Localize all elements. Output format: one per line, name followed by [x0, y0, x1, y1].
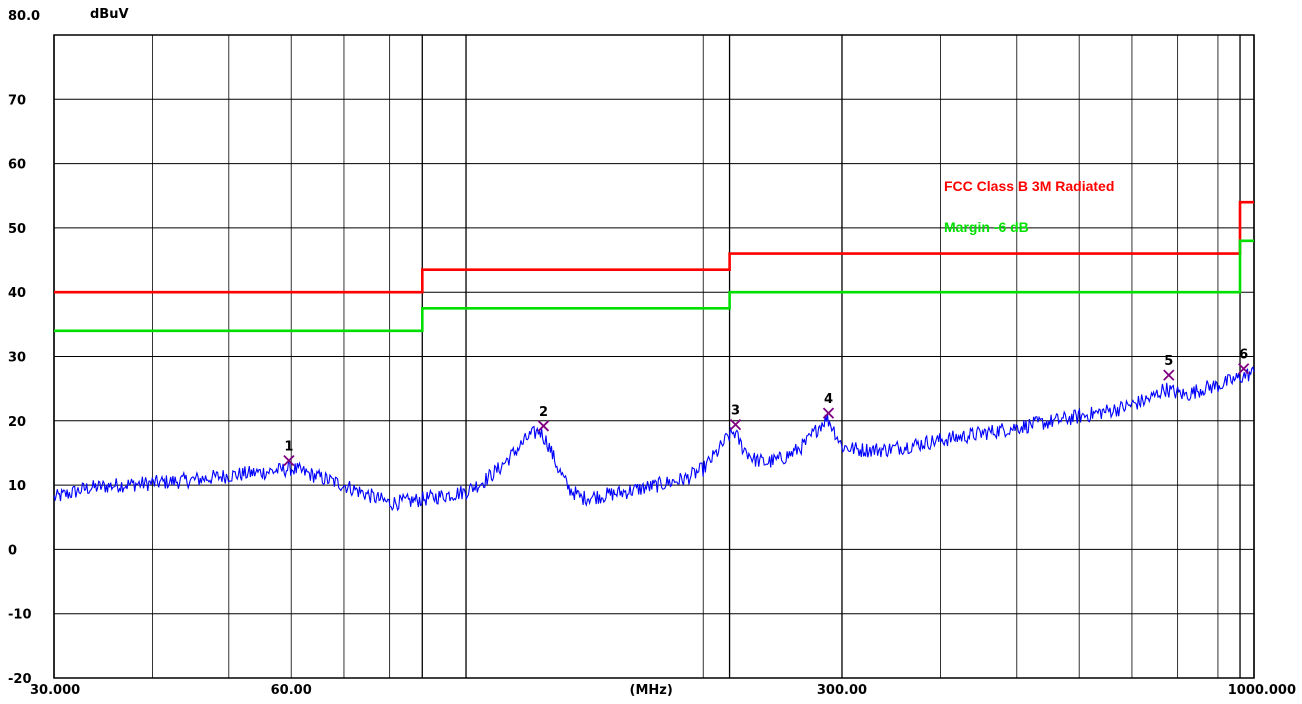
- legend: FCC Class B 3M Radiated Margin -6 dB: [944, 178, 1114, 235]
- measured-trace: [53, 366, 1255, 512]
- marker-cross: [1163, 369, 1175, 381]
- marker-cross: [537, 420, 550, 432]
- y-tick-label: -20: [8, 672, 32, 687]
- y-tick-label: -10: [8, 608, 32, 623]
- y-axis-unit: dBuV: [90, 7, 129, 22]
- y-tick-label: 70: [8, 93, 26, 108]
- marker-label: 4: [824, 392, 833, 407]
- legend-entry: Margin -6 dB: [944, 219, 1029, 235]
- limit-line: [54, 200, 1254, 294]
- y-tick-label: 10: [8, 479, 26, 494]
- marker-cross: [729, 419, 742, 431]
- peak-marker: 1: [283, 440, 295, 467]
- x-tick-label: 1000.000: [1228, 683, 1296, 698]
- x-tick-label: 300.00: [817, 683, 867, 698]
- y-tick-label: 0: [8, 543, 17, 558]
- grid: [53, 35, 1255, 678]
- marker-cross: [822, 407, 835, 419]
- labels-layer: 80.0 dBuV (MHz) 70 60 50 40 30 20 10 0 -10 -2030.…: [8, 7, 1296, 698]
- marker-label: 3: [731, 404, 740, 419]
- x-tick-label: 60.00: [271, 683, 312, 698]
- y-tick-label: 50: [8, 222, 26, 237]
- legend-entry: FCC Class B 3M Radiated: [944, 178, 1114, 194]
- x-tick-label: 30.000: [30, 683, 80, 698]
- marker-label: 1: [284, 440, 293, 455]
- y-axis-top-label: 80.0: [8, 9, 40, 24]
- y-tick-label: 40: [8, 286, 26, 301]
- series-layer: [53, 200, 1255, 512]
- peak-marker: 3: [729, 404, 742, 431]
- peak-marker: 6: [1238, 348, 1250, 375]
- marker-label: 5: [1164, 354, 1173, 369]
- y-tick-label: 60: [8, 158, 26, 173]
- x-axis-unit: (MHz): [630, 683, 673, 698]
- marker-label: 6: [1239, 348, 1248, 363]
- y-tick-label: 20: [8, 415, 26, 430]
- markers-layer: 1 2 3 4 5 6: [283, 348, 1250, 467]
- peak-marker: 4: [822, 392, 835, 419]
- y-tick-label: 30: [8, 351, 26, 366]
- marker-label: 2: [539, 405, 548, 420]
- marker-cross: [283, 455, 295, 467]
- peak-marker: 5: [1163, 354, 1175, 381]
- plot-frame: [53, 34, 1255, 679]
- margin-line: [54, 239, 1254, 333]
- peak-marker: 2: [537, 405, 550, 432]
- marker-cross: [1238, 363, 1250, 375]
